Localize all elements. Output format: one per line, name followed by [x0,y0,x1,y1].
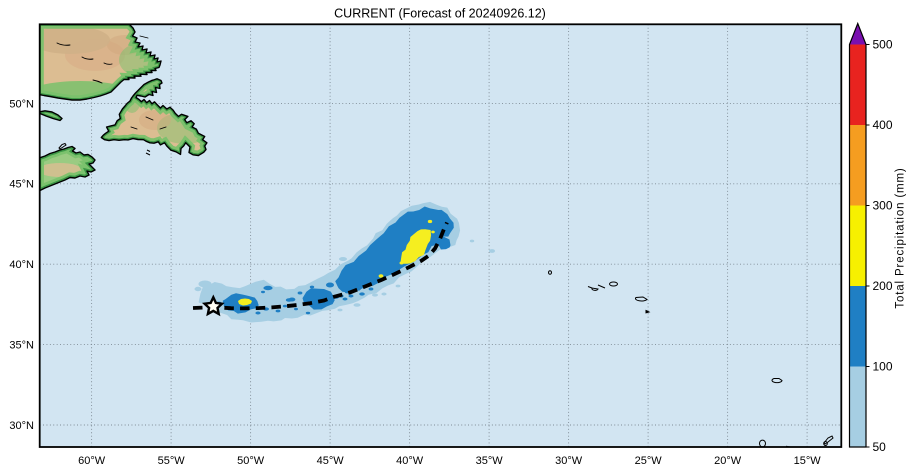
svg-text:25°W: 25°W [635,455,663,467]
svg-text:200: 200 [873,279,893,293]
svg-text:40°W: 40°W [396,455,424,467]
svg-text:60°W: 60°W [78,455,106,467]
svg-text:35°W: 35°W [476,455,504,467]
svg-text:300: 300 [873,199,893,213]
svg-text:15°W: 15°W [794,455,822,467]
svg-text:Total Precipitation (mm): Total Precipitation (mm) [895,167,907,308]
svg-text:50: 50 [873,440,887,454]
svg-text:30°W: 30°W [555,455,583,467]
svg-text:20°W: 20°W [714,455,742,467]
svg-text:55°W: 55°W [158,455,186,467]
svg-text:45°W: 45°W [317,455,345,467]
svg-text:400: 400 [873,118,893,132]
svg-text:40°N: 40°N [9,259,34,271]
svg-text:50°W: 50°W [237,455,265,467]
svg-text:CURRENT (Forecast of 20240926.: CURRENT (Forecast of 20240926.12) [334,7,546,21]
svg-text:50°N: 50°N [9,98,34,110]
svg-text:45°N: 45°N [9,179,34,191]
svg-text:500: 500 [873,38,893,52]
svg-text:30°N: 30°N [9,420,34,432]
svg-text:100: 100 [873,360,893,374]
svg-text:35°N: 35°N [9,340,34,352]
